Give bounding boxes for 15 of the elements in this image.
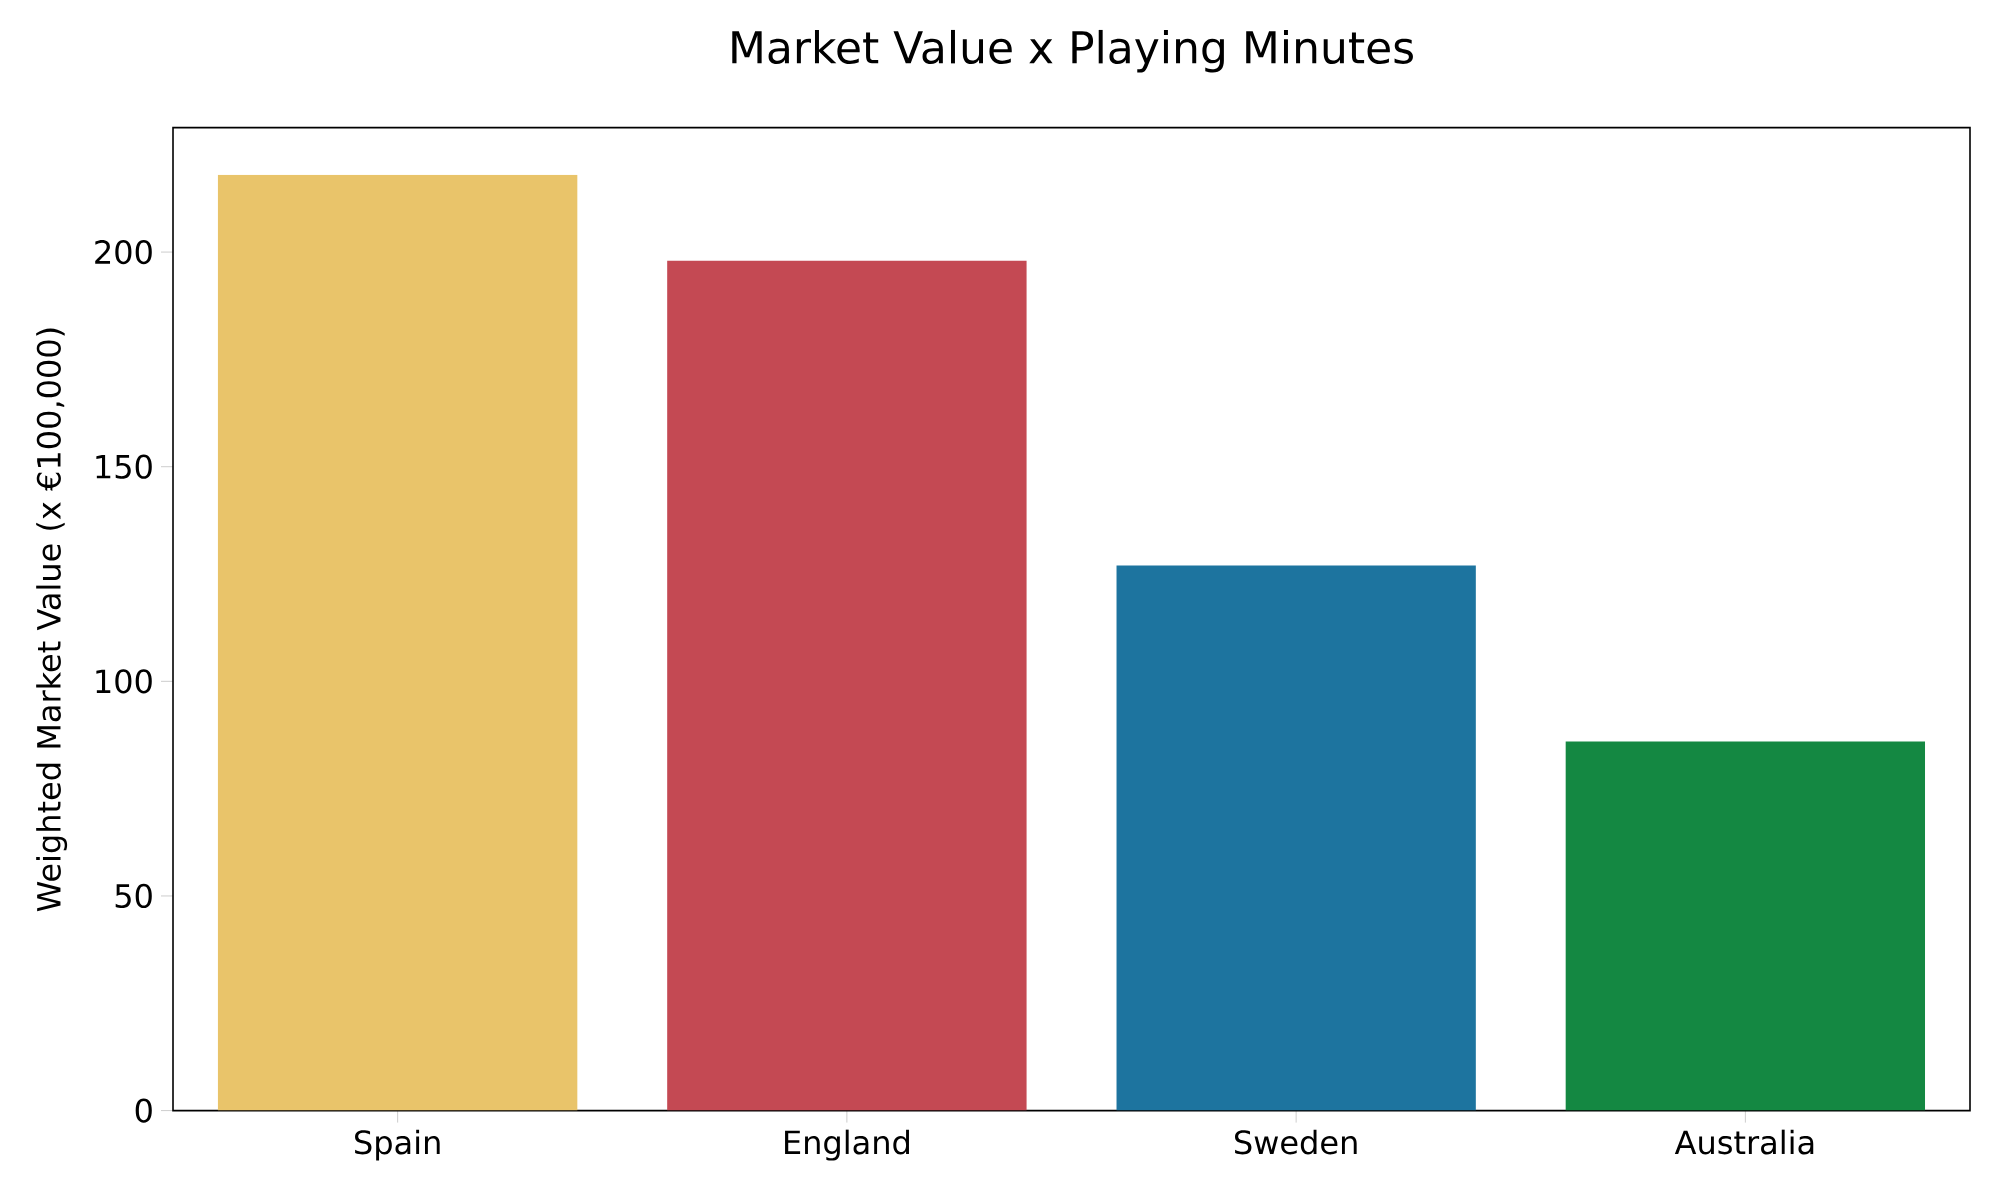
y-axis-title: Weighted Market Value (x €100,000) [36, 328, 68, 912]
bar [1116, 565, 1476, 1111]
y-tick-label: 0 [135, 1098, 152, 1123]
y-tick-label: 150 [96, 454, 152, 479]
y-tick-label: 50 [115, 883, 152, 909]
chart-title: Market Value x Playing Minutes [732, 29, 1413, 73]
x-tick-label: England [785, 1129, 909, 1161]
x-tick-label: Spain [355, 1129, 440, 1161]
y-tick-label: 200 [95, 239, 152, 265]
bar [1565, 741, 1926, 1111]
bar [667, 260, 1027, 1111]
bar [217, 174, 578, 1111]
x-tick-label: Australia [1674, 1129, 1814, 1155]
x-tick-label: Sweden [1235, 1129, 1357, 1155]
y-tick-label: 100 [96, 669, 152, 694]
